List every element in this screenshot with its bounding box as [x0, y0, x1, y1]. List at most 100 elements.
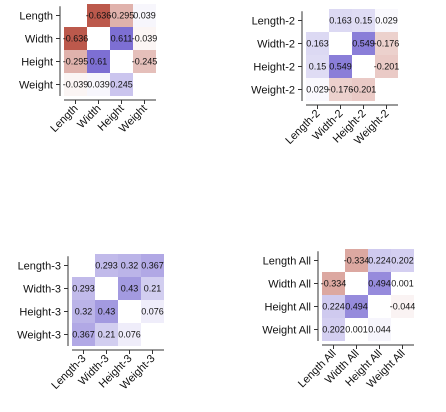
- heatmap-cell-label: 0.039: [133, 11, 156, 21]
- heatmap-cell-label: 0.43: [98, 307, 116, 317]
- heatmap-axes: [67, 256, 164, 351]
- heatmap-cell: [87, 73, 110, 96]
- heatmap-cell: [352, 78, 375, 101]
- heatmap-cell-label: 0.001: [391, 279, 414, 289]
- heatmap-cell-label: 0.367: [141, 261, 164, 271]
- heatmap-cell-label: -0.044: [390, 302, 416, 312]
- heatmap-cell: [375, 32, 398, 55]
- heatmap-cell-label: 0.43: [121, 284, 139, 294]
- heatmap-axes: [317, 251, 414, 346]
- heatmap-cell-label: 0.494: [368, 279, 391, 289]
- heatmap-cell-label: 0.202: [322, 325, 345, 335]
- heatmap-cell: [306, 32, 329, 55]
- heatmap-cell-label: 0.163: [329, 16, 352, 26]
- heatmap-cell-label: 0.224: [322, 302, 345, 312]
- heatmap-cell-label: 0.293: [72, 284, 95, 294]
- heatmap-cell-label: 0.21: [144, 284, 162, 294]
- heatmap-cell: [322, 318, 345, 341]
- heatmap-cell: [95, 254, 118, 277]
- row-label: Length: [19, 11, 53, 23]
- row-label: Height-3: [19, 307, 61, 319]
- heatmap-cell-label: 0.15: [309, 62, 327, 72]
- heatmap-cell: [329, 78, 352, 101]
- heatmap-cell-label: 0.32: [75, 307, 93, 317]
- row-label: Weight-2: [251, 85, 295, 97]
- row-label: Width: [25, 34, 53, 46]
- heatmap-cell-label: -0.176: [374, 39, 400, 49]
- heatmap-cell: [64, 73, 87, 96]
- heatmap-cell: [118, 277, 141, 300]
- heatmap-cell-label: -0.295: [109, 11, 135, 21]
- row-label: Length-3: [18, 261, 61, 273]
- heatmap-cell: [141, 254, 164, 277]
- heatmap-cell: [352, 9, 375, 32]
- row-label: Length-2: [252, 16, 295, 28]
- row-label: Width All: [268, 279, 311, 291]
- heatmap-cell: [322, 272, 345, 295]
- heatmap-cell-label: -0.039: [63, 80, 89, 90]
- heatmap-cell: [368, 272, 391, 295]
- heatmap-cell: [329, 9, 352, 32]
- heatmap-cell-label: -0.334: [321, 279, 347, 289]
- heatmap-cell: [345, 249, 368, 272]
- heatmap-cell: [72, 323, 95, 346]
- heatmap-cell: [141, 300, 164, 323]
- heatmap-cell: [64, 27, 87, 50]
- heatmap-cell-label: 0.367: [72, 330, 95, 340]
- col-label: Length: [48, 103, 80, 135]
- heatmap-cell-label: 0.245: [110, 80, 133, 90]
- heatmap-cell: [118, 323, 141, 346]
- heatmap-cell-label: 0.001: [345, 325, 368, 335]
- heatmap-cell-label: -0.201: [351, 85, 377, 95]
- heatmap-cell-label: -0.201: [374, 62, 400, 72]
- row-label: Weight All: [262, 325, 311, 337]
- heatmap-cell: [391, 272, 414, 295]
- heatmap-cell: [345, 318, 368, 341]
- row-label: Height-2: [253, 62, 295, 74]
- heatmap-cell-label: 0.076: [141, 307, 164, 317]
- heatmap-cell: [375, 55, 398, 78]
- heatmap-cell: [322, 295, 345, 318]
- heatmap-cell-label: -0.636: [63, 34, 89, 44]
- heatmap-cell-label: 0.029: [375, 16, 398, 26]
- heatmap-cell-label: 0.044: [368, 325, 391, 335]
- heatmap-cell: [110, 4, 133, 27]
- heatmap-cell: [64, 50, 87, 73]
- heatmap-cell: [110, 27, 133, 50]
- heatmap-cell: [72, 277, 95, 300]
- heatmap-cell-label: 0.61: [90, 57, 108, 67]
- heatmap-cell: [133, 27, 156, 50]
- heatmap-cell-label: 0.21: [98, 330, 116, 340]
- heatmap-cell: [133, 50, 156, 73]
- heatmap-cell: [391, 249, 414, 272]
- heatmap-cell-label: 0.549: [352, 39, 375, 49]
- heatmap-cell-label: -0.039: [132, 34, 158, 44]
- heatmap-cell: [345, 295, 368, 318]
- heatmap-cell-label: 0.076: [118, 330, 141, 340]
- heatmap-cell: [329, 55, 352, 78]
- heatmap-cell-label: 0.224: [368, 256, 391, 266]
- heatmap-cell: [352, 32, 375, 55]
- heatmap-cell-label: 0.039: [87, 80, 110, 90]
- heatmap-cell-label: -0.636: [86, 11, 112, 21]
- heatmap-axes: [301, 11, 398, 106]
- heatmap-cell-label: 0.293: [95, 261, 118, 271]
- row-label: Height: [21, 57, 53, 69]
- heatmap-cell: [110, 73, 133, 96]
- heatmap-cell: [391, 295, 414, 318]
- heatmap-cell-label: 0.611: [111, 34, 133, 44]
- heatmap-cell: [133, 4, 156, 27]
- heatmap-cell-label: 0.029: [306, 85, 329, 95]
- heatmap-cell: [141, 277, 164, 300]
- heatmap-cell: [95, 300, 118, 323]
- row-label: Weight: [19, 80, 53, 92]
- heatmap-cell-label: -0.334: [344, 256, 370, 266]
- row-label: Height All: [265, 302, 311, 314]
- row-label: Weight-3: [17, 330, 61, 342]
- heatmap-cell: [95, 323, 118, 346]
